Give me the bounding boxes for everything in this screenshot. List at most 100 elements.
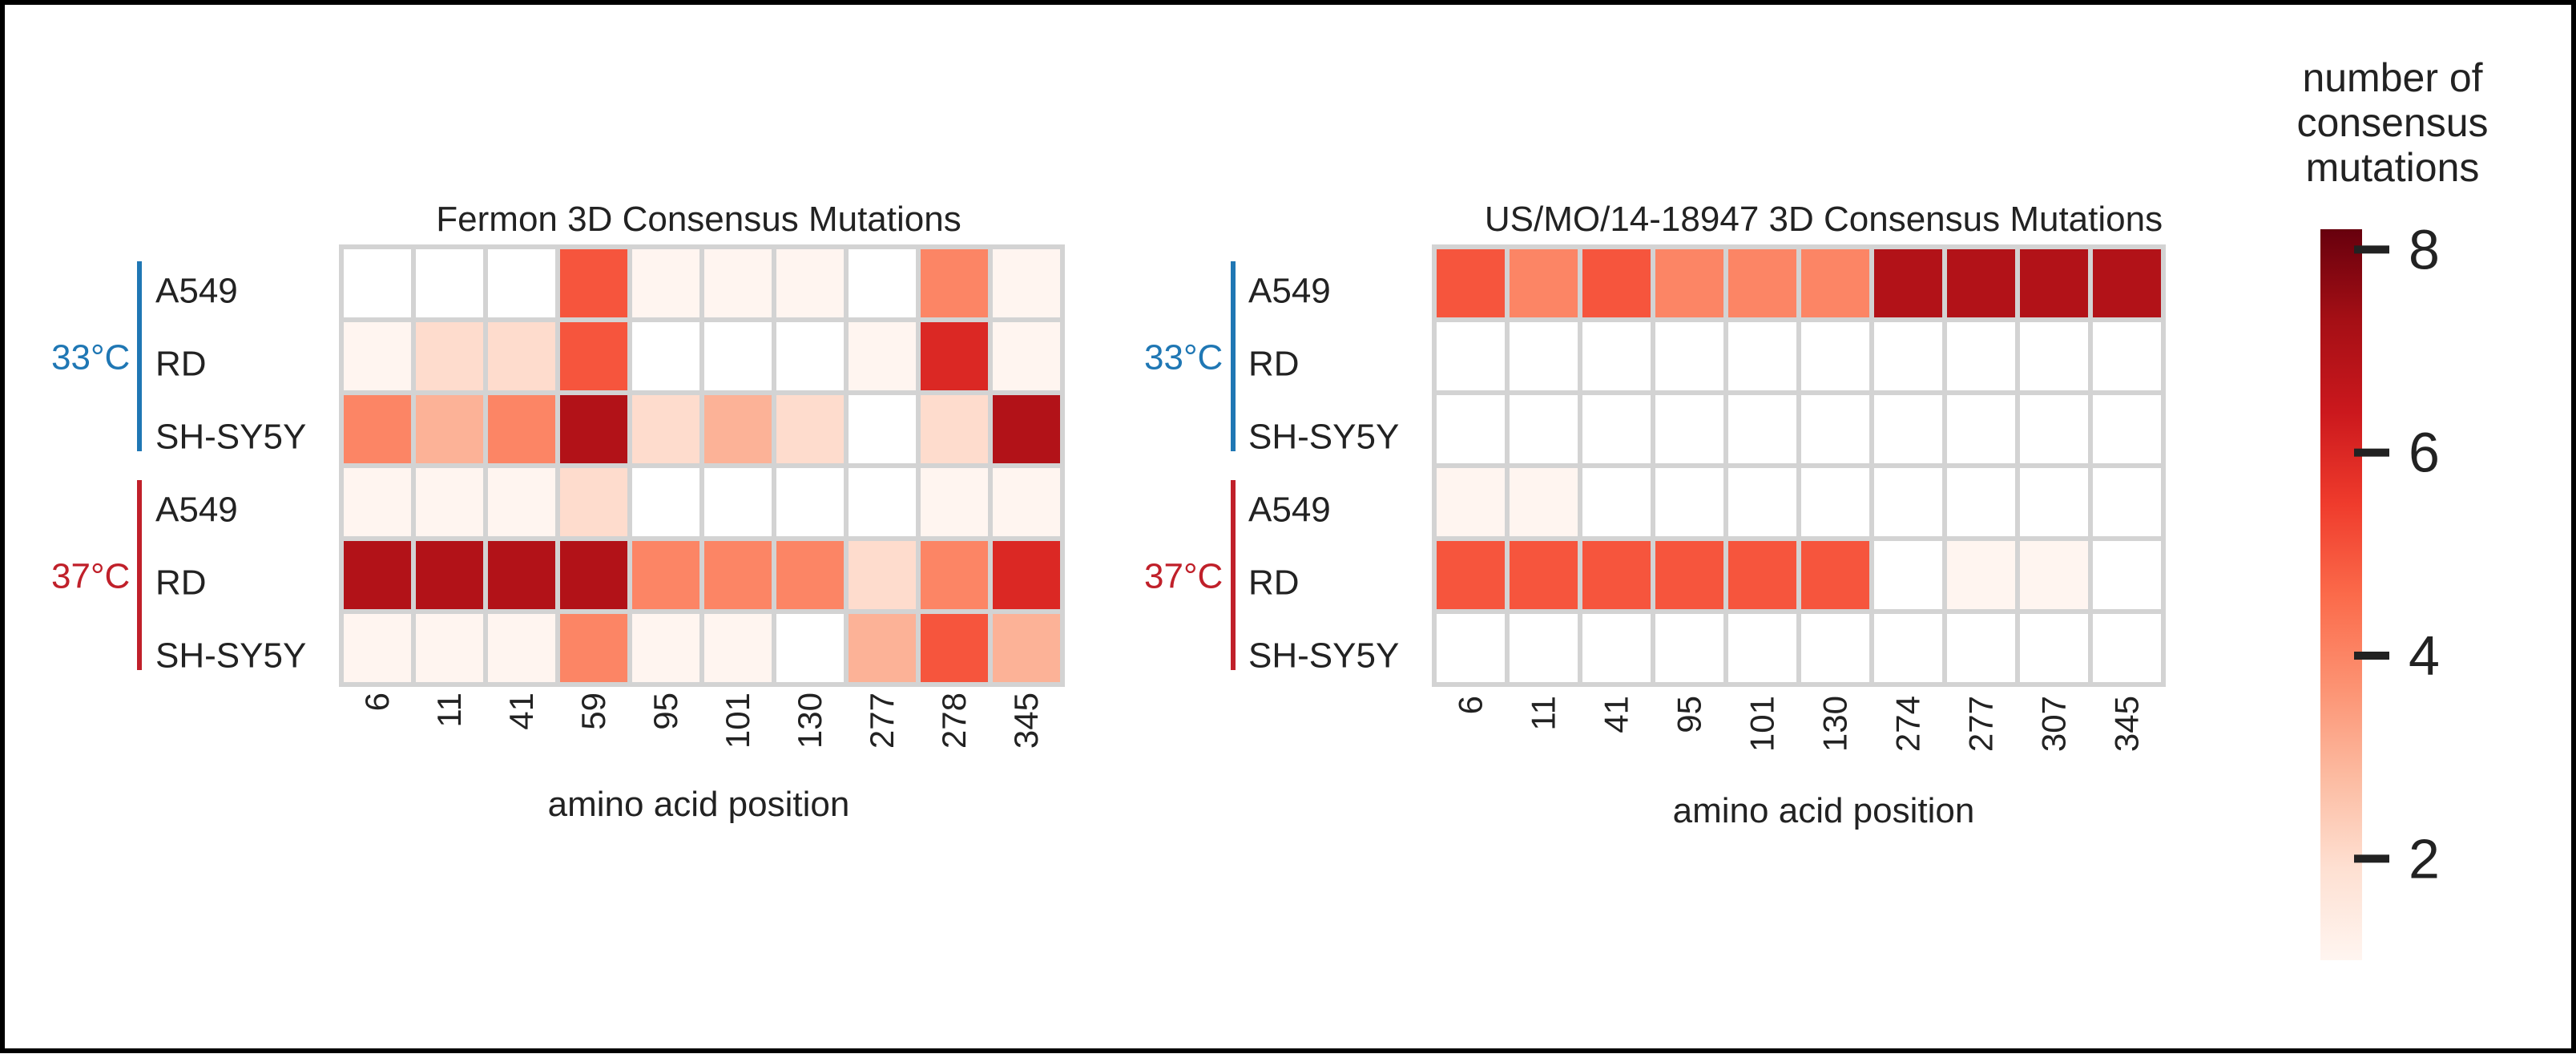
colorbar-tick-label: 4 <box>2409 624 2440 687</box>
x-tick-label: 41 <box>1598 696 1635 733</box>
heatmap-cell <box>488 614 555 682</box>
heatmap-cell <box>1582 541 1651 609</box>
colorbar-tick-mark <box>2354 448 2389 457</box>
x-tick-label: 345 <box>2108 696 2146 752</box>
row-label: A549 <box>1248 491 1331 530</box>
heatmap-cell <box>1437 395 1505 463</box>
heatmap-cell <box>776 322 844 390</box>
heatmap-cell <box>921 395 988 463</box>
colorbar-tick-label: 6 <box>2409 422 2440 484</box>
heatmap-cell <box>1947 541 2015 609</box>
heatmap-cell <box>776 249 844 317</box>
heatmap-cell <box>416 322 483 390</box>
heatmap-cell <box>993 395 1060 463</box>
row-label: SH-SY5Y <box>1248 418 1399 457</box>
heatmap-cell <box>1582 249 1651 317</box>
x-tick-label: 307 <box>2035 696 2073 752</box>
heatmap-cell <box>344 249 411 317</box>
heatmap-cell <box>1582 322 1651 390</box>
temperature-label: 37°C <box>51 557 130 596</box>
temperature-group-bar <box>137 480 142 670</box>
heatmap-cell <box>993 541 1060 609</box>
heatmap-cell <box>1655 614 1723 682</box>
heatmap-cell <box>2020 468 2088 536</box>
heatmap-cell <box>1947 249 2015 317</box>
heatmap-cell <box>1947 322 2015 390</box>
x-tick-label: 11 <box>1525 696 1562 731</box>
heatmap-cell <box>1437 541 1505 609</box>
heatmap-cell <box>416 614 483 682</box>
x-axis-label: amino acid position <box>1673 791 1975 830</box>
heatmap-cell <box>1655 395 1723 463</box>
heatmap-cell <box>921 468 988 536</box>
heatmap-cell <box>849 395 916 463</box>
heatmap-cell <box>1874 322 1942 390</box>
row-label: RD <box>1248 563 1300 603</box>
x-tick-label: 95 <box>1671 696 1708 733</box>
x-tick-label: 277 <box>1962 696 2000 752</box>
heatmap-cell <box>1947 614 2015 682</box>
temperature-group-bar <box>1231 261 1236 451</box>
heatmap-cell <box>993 322 1060 390</box>
colorbar-gradient <box>2320 229 2362 960</box>
heatmap-cell <box>1655 249 1723 317</box>
heatmap-cell <box>1437 614 1505 682</box>
heatmap-cell <box>2020 614 2088 682</box>
heatmap-cell <box>849 541 916 609</box>
heatmap-cell <box>1728 541 1796 609</box>
x-tick-label: 101 <box>1744 696 1781 752</box>
x-tick-label: 130 <box>791 693 828 749</box>
heatmap-cell <box>921 249 988 317</box>
x-tick-label: 6 <box>358 693 396 711</box>
x-tick-label: 130 <box>1816 696 1854 752</box>
heatmap-cell <box>704 468 772 536</box>
heatmap-cell <box>488 249 555 317</box>
heatmap-cell <box>1510 614 1578 682</box>
heatmap-cell <box>1510 468 1578 536</box>
x-tick-label: 345 <box>1007 693 1045 749</box>
heatmap-cell <box>344 614 411 682</box>
heatmap-cell <box>632 614 699 682</box>
heatmap-cell <box>1801 468 1869 536</box>
temperature-group-bar <box>137 261 142 451</box>
x-tick-label: 274 <box>1889 696 1927 752</box>
heatmap-cell <box>704 395 772 463</box>
heatmap-cell <box>2093 395 2161 463</box>
heatmap-cell <box>704 541 772 609</box>
x-tick-label: 11 <box>430 693 468 728</box>
colorbar-tick-mark <box>2354 854 2389 863</box>
row-label: A549 <box>155 272 238 311</box>
heatmap-cell <box>921 541 988 609</box>
heatmap-cell <box>1874 541 1942 609</box>
heatmap-cell <box>849 468 916 536</box>
heatmap-cell <box>704 249 772 317</box>
x-tick-label: 6 <box>1452 696 1490 714</box>
heatmap-cell <box>1655 322 1723 390</box>
row-label: SH-SY5Y <box>1248 636 1399 676</box>
x-tick-label: 95 <box>647 693 684 730</box>
heatmap-cell <box>560 322 627 390</box>
heatmap-cell <box>488 468 555 536</box>
heatmap-cell <box>632 395 699 463</box>
row-label: A549 <box>155 491 238 530</box>
heatmap-cell <box>416 249 483 317</box>
colorbar-tick-mark <box>2354 652 2389 660</box>
heatmap-cell <box>1655 468 1723 536</box>
heatmap-cell <box>416 468 483 536</box>
heatmap-cell <box>1874 468 1942 536</box>
heatmap-cell <box>344 541 411 609</box>
temperature-label: 37°C <box>1144 557 1223 596</box>
heatmap-cell <box>776 614 844 682</box>
heatmap-cell <box>1437 322 1505 390</box>
heatmap-cell <box>993 468 1060 536</box>
heatmap-cell <box>921 614 988 682</box>
heatmap-cell <box>2020 395 2088 463</box>
x-tick-label: 278 <box>935 693 973 749</box>
heatmap-cell <box>560 468 627 536</box>
figure-canvas: Fermon 3D Consensus Mutations 33°C A549 RD S… <box>51 55 2489 960</box>
heatmap-cell <box>993 249 1060 317</box>
heatmap-cell <box>1728 395 1796 463</box>
heatmap-panel-1: Fermon 3D Consensus Mutations 33°C A549 RD S… <box>51 200 1065 824</box>
heatmap-cell <box>560 249 627 317</box>
